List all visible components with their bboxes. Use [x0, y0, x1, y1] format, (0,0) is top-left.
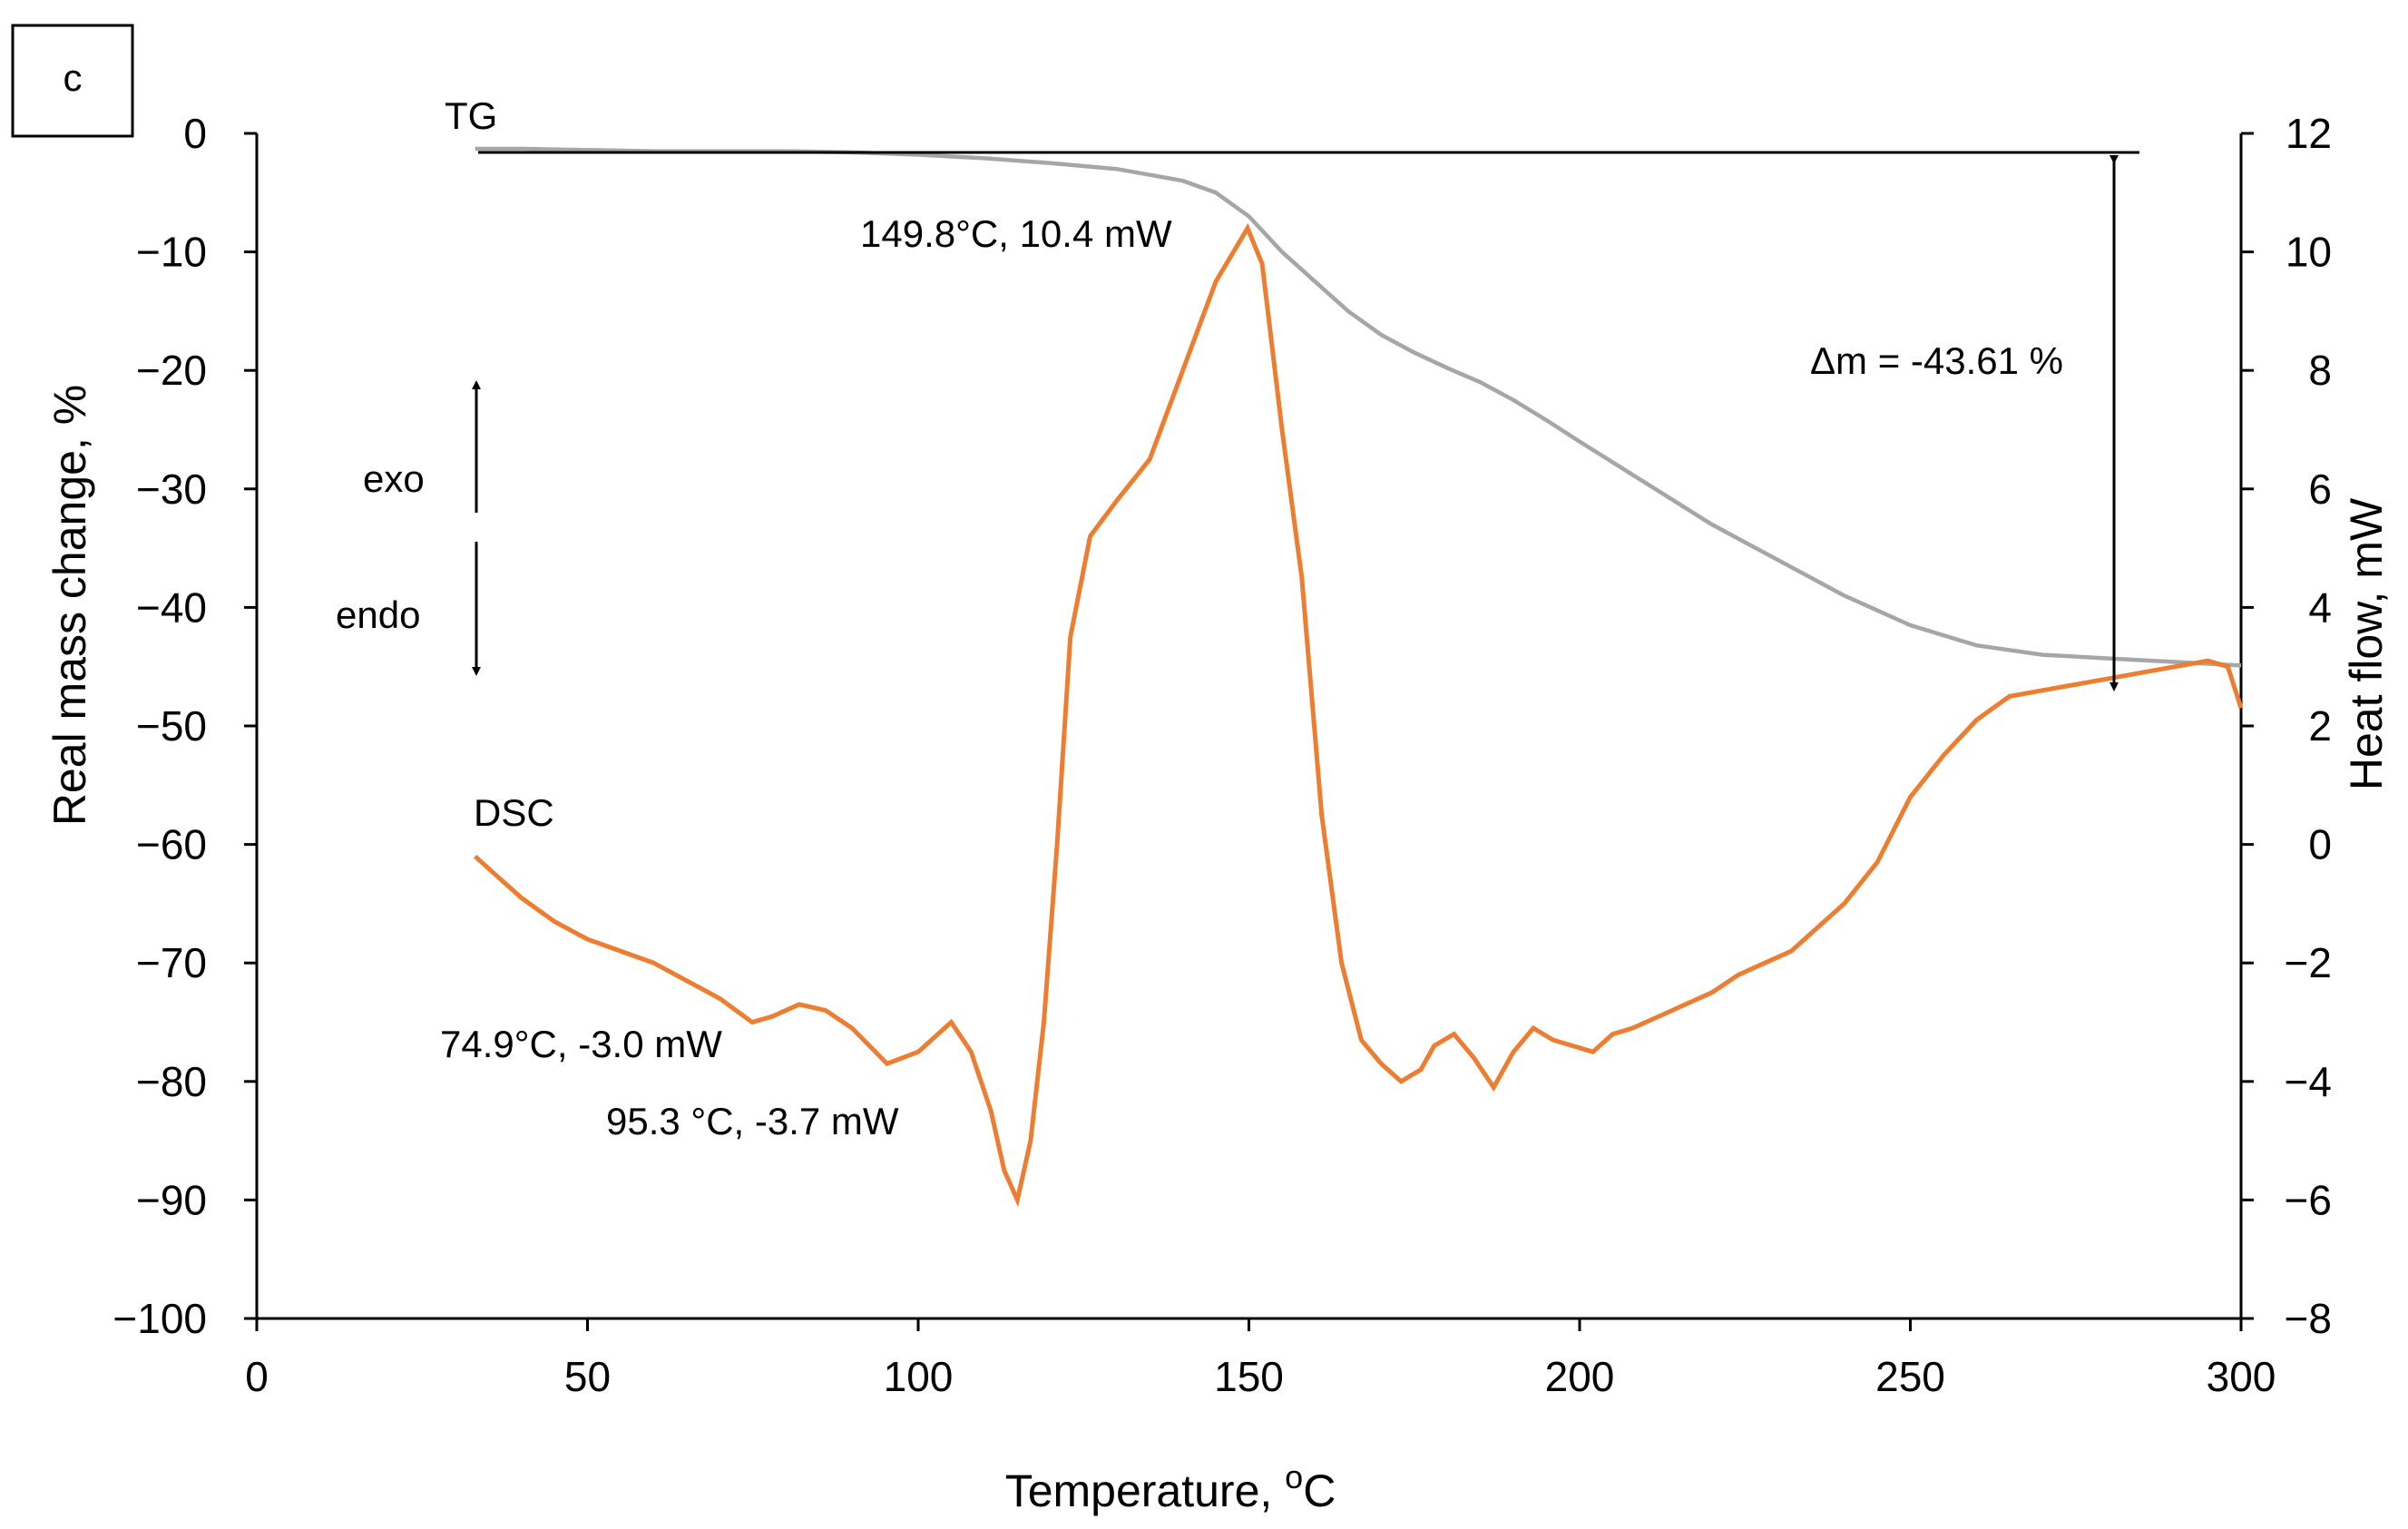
y-right-tick-label: 0	[2308, 821, 2332, 868]
x-tick-label: 300	[2207, 1353, 2276, 1400]
y-right-axis-title: Heat flow, mW	[2341, 497, 2392, 790]
tg-series-line	[475, 146, 2242, 668]
y-left-tick-label: −50	[136, 702, 207, 750]
y-right-tick-label: 12	[2286, 110, 2332, 157]
y-left-axis-ticks: 0 −10 −20 −30 −40 −50 −60 −70 −80 −90 −100	[113, 110, 257, 1342]
peak-exo-label: 149.8°C, 10.4 mW	[860, 212, 1172, 255]
panel-label-box	[11, 24, 134, 138]
tg-label: TG	[445, 94, 497, 137]
y-right-tick-label: 10	[2286, 229, 2332, 276]
y-right-tick-label: 2	[2308, 702, 2332, 750]
y-right-tick-label: −4	[2285, 1058, 2332, 1105]
peak-endo1-label: 74.9°C, -3.0 mW	[440, 1023, 722, 1065]
y-left-tick-label: −80	[136, 1058, 207, 1105]
exo-label: exo	[363, 457, 425, 500]
y-left-tick-label: −10	[136, 229, 207, 276]
panel-label: c	[64, 56, 83, 99]
y-right-tick-label: −6	[2285, 1176, 2332, 1223]
y-right-tick-label: −8	[2285, 1295, 2332, 1342]
x-tick-label: 250	[1875, 1353, 1945, 1400]
x-tick-label: 100	[884, 1353, 954, 1400]
peak-endo2-label: 95.3 °C, -3.7 mW	[606, 1100, 899, 1142]
dsc-label: DSC	[474, 791, 554, 834]
delta-m-label: Δm = -43.61 %	[1810, 339, 2063, 382]
y-left-tick-label: −90	[136, 1176, 207, 1223]
y-left-tick-label: −30	[136, 466, 207, 513]
y-left-tick-label: 0	[183, 110, 207, 157]
y-left-tick-label: −70	[136, 939, 207, 986]
y-right-tick-label: 4	[2308, 583, 2332, 631]
endo-label: endo	[336, 593, 420, 636]
y-right-tick-label: 8	[2308, 347, 2332, 394]
x-tick-label: 0	[245, 1353, 269, 1400]
x-tick-label: 200	[1545, 1353, 1615, 1400]
plot-frame	[255, 133, 2243, 1320]
x-axis-title: Temperature, oC	[1005, 1458, 1336, 1516]
y-left-tick-label: −20	[136, 347, 207, 394]
x-axis-ticks: 0 50 100 150 200 250 300	[245, 1318, 2276, 1400]
y-right-tick-label: −2	[2285, 939, 2332, 986]
x-tick-label: 50	[564, 1353, 611, 1400]
y-right-tick-label: 6	[2308, 466, 2332, 513]
y-left-tick-label: −100	[113, 1295, 207, 1342]
y-left-tick-label: −40	[136, 583, 207, 631]
y-left-axis-title: Real mass change, %	[44, 385, 95, 826]
dsc-series-line	[473, 222, 2244, 1208]
y-left-tick-label: −60	[136, 821, 207, 868]
x-tick-label: 150	[1214, 1353, 1284, 1400]
y-right-axis-ticks: 12 10 8 6 4 2 0 −2 −4 −6 −8	[2241, 110, 2332, 1342]
